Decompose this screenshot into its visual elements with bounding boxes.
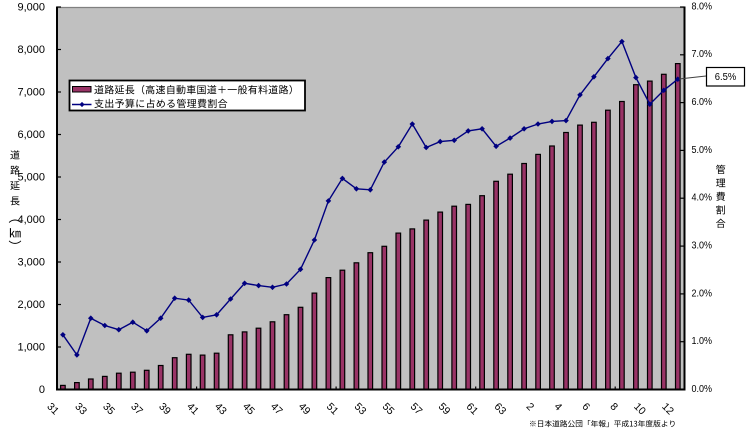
svg-text:0: 0	[39, 384, 45, 396]
svg-text:0.0%: 0.0%	[692, 384, 713, 395]
svg-text:8,000: 8,000	[17, 44, 45, 56]
svg-text:1.0%: 1.0%	[692, 336, 713, 347]
svg-text:8.0%: 8.0%	[692, 1, 713, 12]
svg-text:1,000: 1,000	[17, 342, 45, 354]
svg-text:7.0%: 7.0%	[692, 49, 713, 60]
svg-text:3.0%: 3.0%	[692, 241, 713, 252]
svg-text:7,000: 7,000	[17, 87, 45, 99]
svg-text:2,000: 2,000	[17, 299, 45, 311]
svg-text:3,000: 3,000	[17, 257, 45, 269]
svg-text:5,000: 5,000	[17, 172, 45, 184]
svg-text:6.5%: 6.5%	[715, 72, 737, 83]
svg-text:6,000: 6,000	[17, 129, 45, 141]
svg-text:5.0%: 5.0%	[692, 145, 713, 156]
svg-text:9,000: 9,000	[17, 2, 45, 14]
svg-text:6.0%: 6.0%	[692, 97, 713, 108]
svg-text:4.0%: 4.0%	[692, 193, 713, 204]
svg-text:4,000: 4,000	[17, 214, 45, 226]
svg-text:2.0%: 2.0%	[692, 288, 713, 299]
